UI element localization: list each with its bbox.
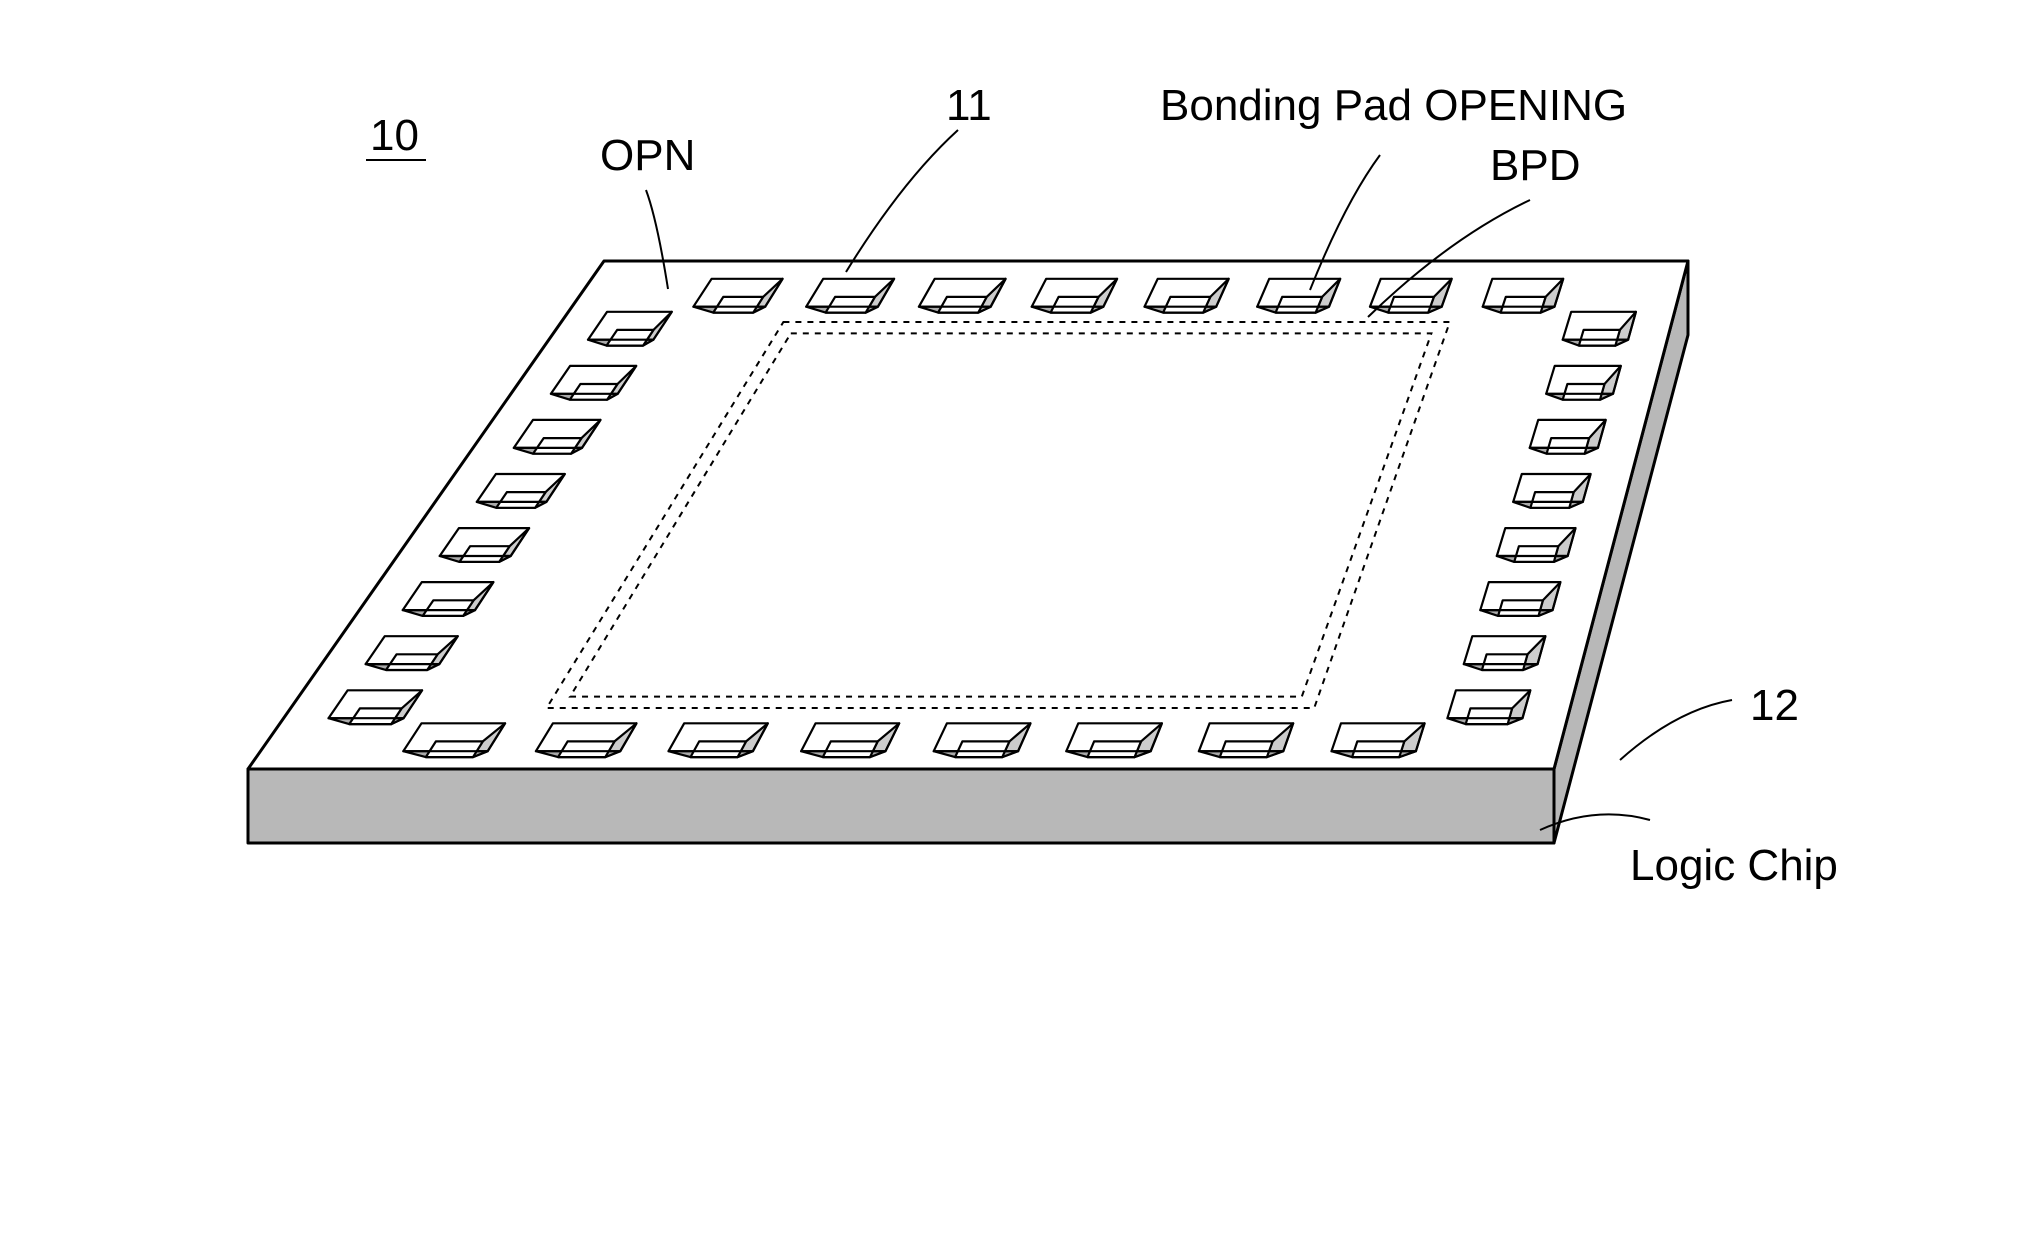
ref-11-label: 11	[946, 81, 992, 130]
bpd-label: BPD	[1490, 141, 1580, 190]
ref-12-label: 12	[1750, 681, 1799, 730]
bonding-pad-opening-label: Bonding Pad OPENING	[1160, 81, 1627, 130]
logic-chip-label: Logic Chip	[1630, 841, 1838, 890]
figure-ref-label: 10	[370, 111, 419, 160]
opn-label: OPN	[600, 131, 695, 180]
chip-diagram: 10 OPN 11 Bonding Pad OPENING BPD 12 Logic Chi…	[0, 0, 2033, 1237]
